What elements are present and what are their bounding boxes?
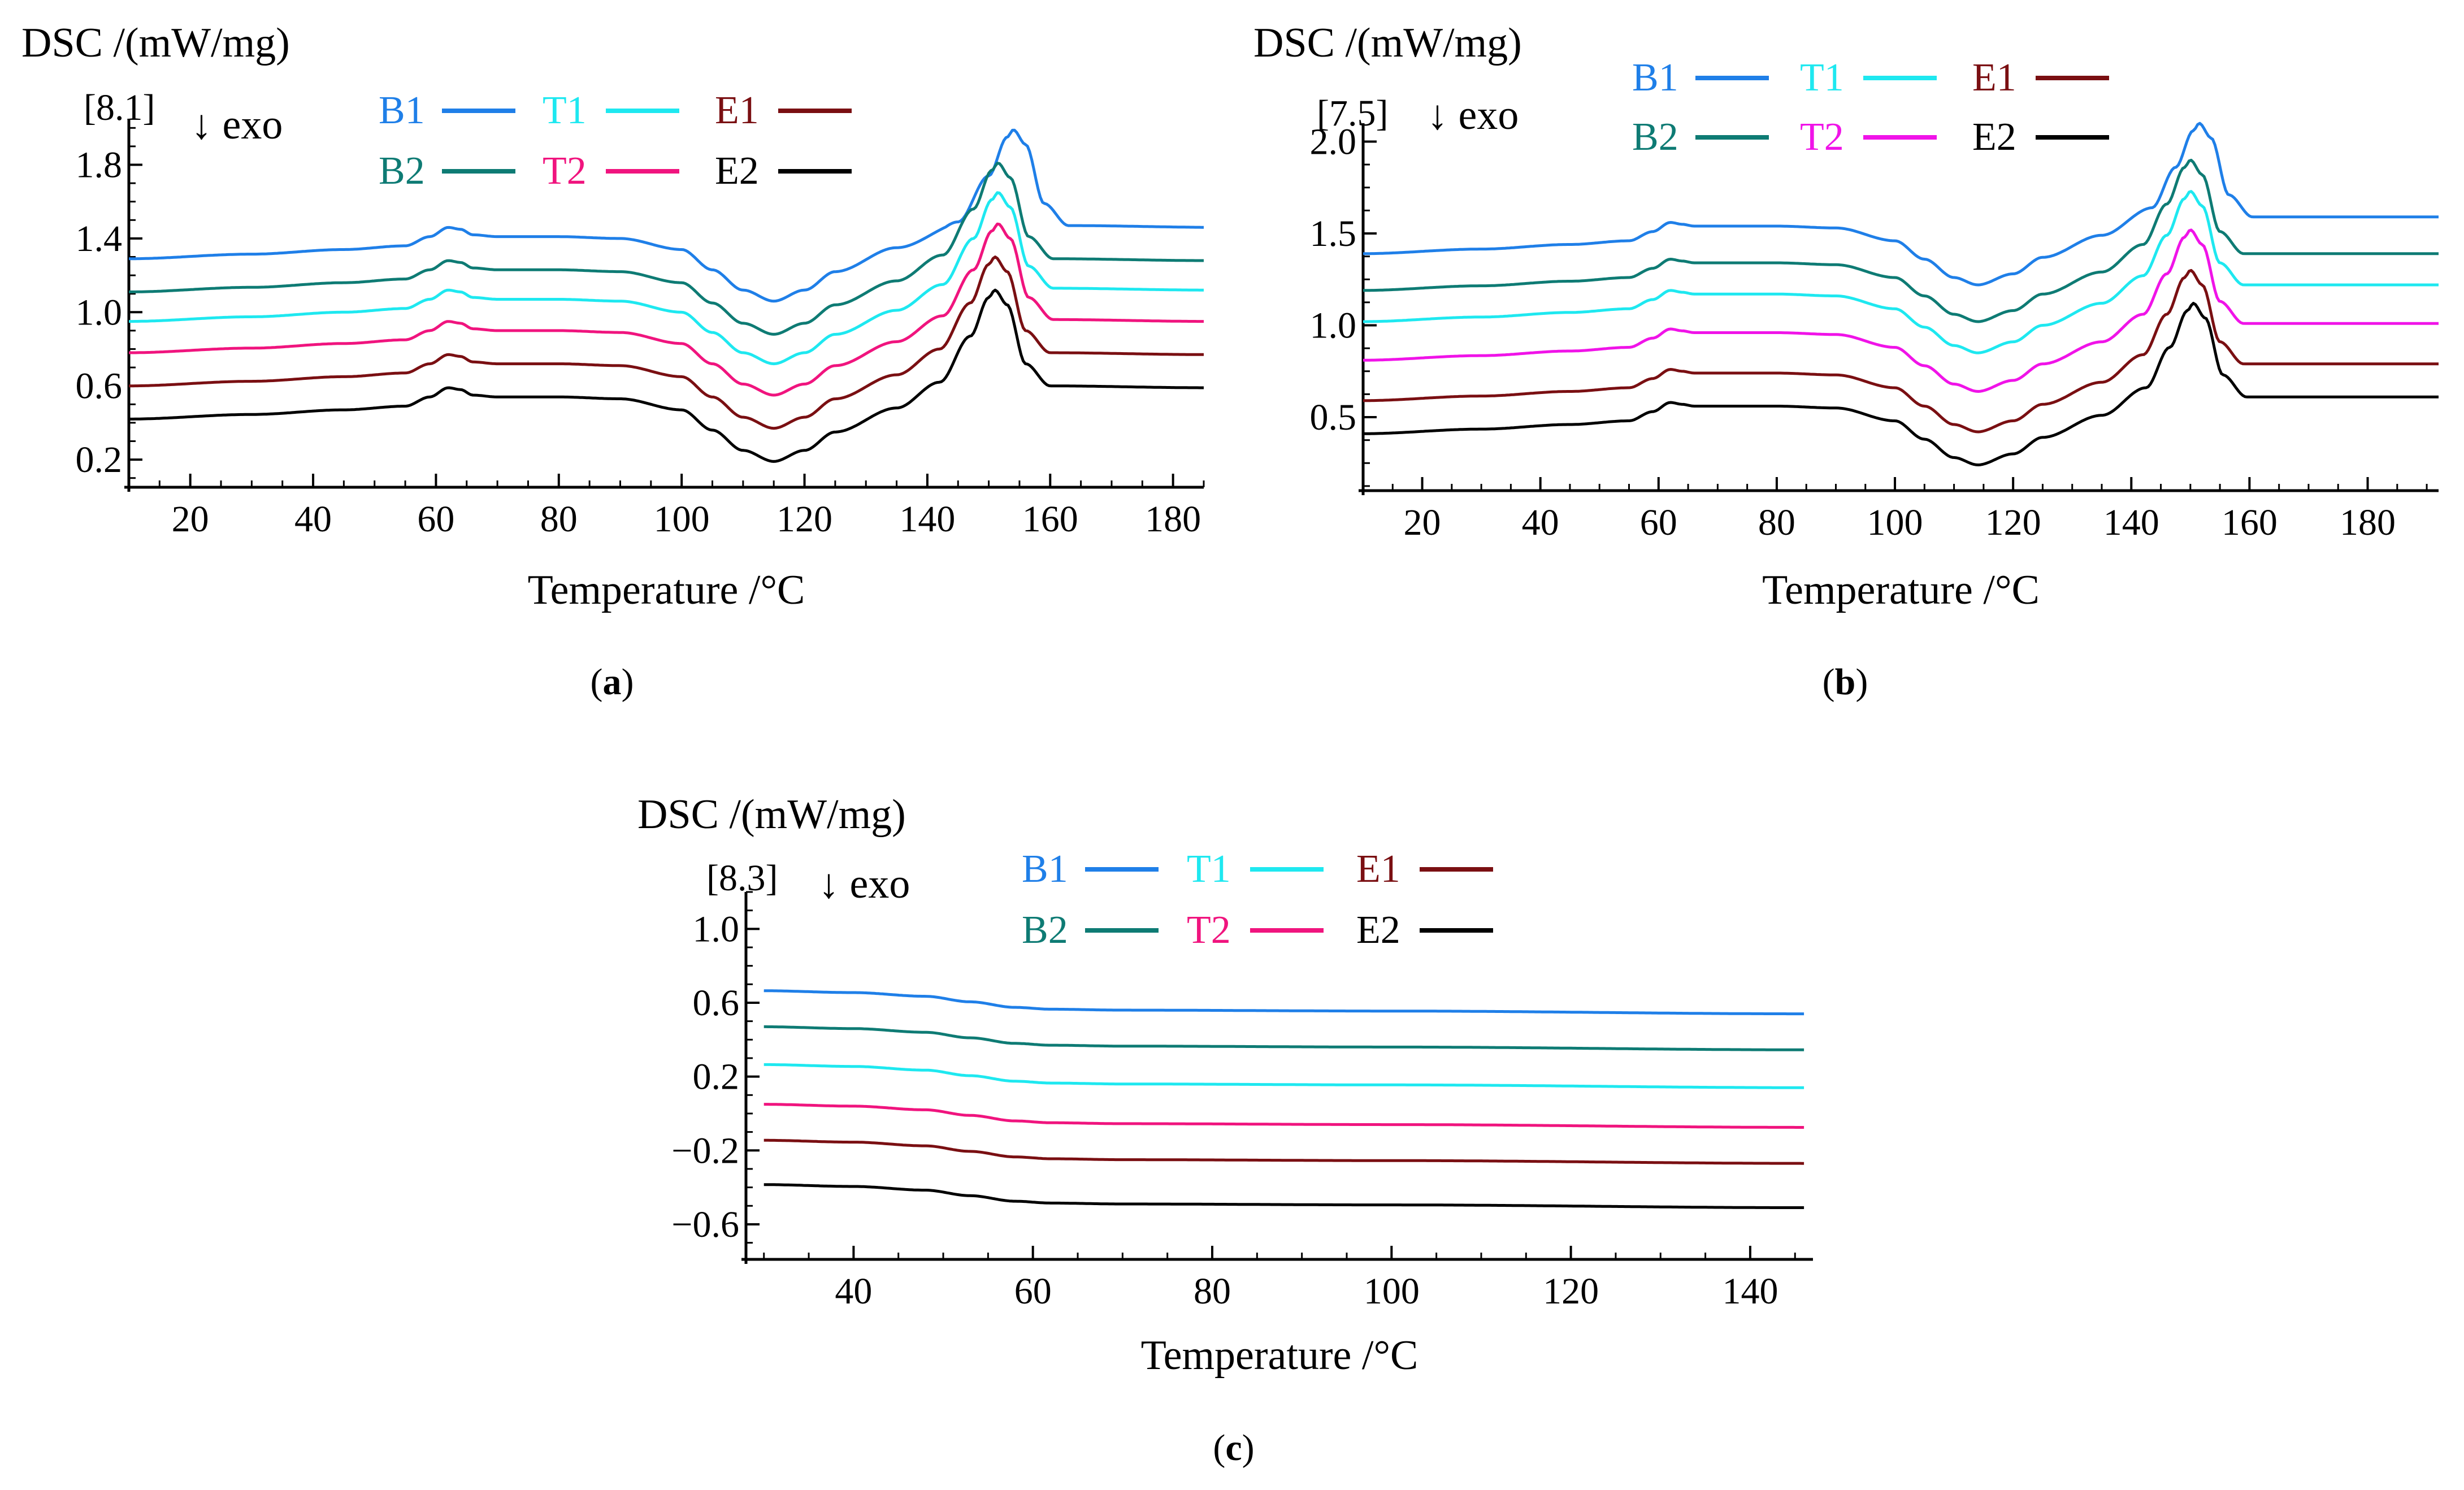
legend-label-t2: T2 xyxy=(1800,115,1844,159)
legend-label-e1: E1 xyxy=(715,89,759,132)
series-line-t1 xyxy=(1363,190,2439,354)
series-line-b2 xyxy=(764,1025,1804,1051)
y-tick-label: 2.0 xyxy=(1310,122,1357,163)
legend-label-e2: E2 xyxy=(715,149,759,193)
legend-label-b1: B1 xyxy=(1022,847,1068,891)
x-tick-label: 160 xyxy=(1022,499,1078,540)
x-tick-label: 100 xyxy=(654,499,710,540)
x-tick-label: 120 xyxy=(776,499,832,540)
y-tick-label: −0.6 xyxy=(671,1204,739,1245)
x-tick-label: 140 xyxy=(1722,1271,1778,1312)
y-tick-label: 0.2 xyxy=(76,439,123,480)
chart-panel-3: −0.6 −0.2 0.2 0.6 1.0 40 60 80 100 120 140 DSC /(mW… xyxy=(637,791,1813,1469)
series-line-b1 xyxy=(764,989,1804,1016)
legend-label-e1: E1 xyxy=(1356,847,1400,891)
series-line-t1 xyxy=(764,1063,1804,1089)
series-line-e2 xyxy=(764,1183,1804,1209)
x-tick-label: 20 xyxy=(1404,502,1441,543)
series-line-b2 xyxy=(1363,158,2439,323)
exo-direction-label: ↓ exo xyxy=(1427,92,1519,138)
x-axis-title: Temperature /°C xyxy=(1141,1332,1418,1379)
x-tick-label: 80 xyxy=(540,499,578,540)
y-tick-label: 0.6 xyxy=(693,982,740,1024)
legend-label-e2: E2 xyxy=(1356,908,1400,952)
chart-panel-1: 0.2 0.6 1.0 1.4 1.8 20 40 60 80 100 120 140 160 180 DS… xyxy=(21,20,1205,703)
series-line-t2 xyxy=(129,222,1204,397)
legend-label-e1: E1 xyxy=(1972,56,2016,99)
exo-direction-label: ↓ exo xyxy=(818,861,910,907)
series-line-t2 xyxy=(764,1103,1804,1129)
y-tick-label: 0.2 xyxy=(693,1056,740,1098)
y-tick-label: −0.2 xyxy=(671,1130,739,1171)
x-tick-label: 60 xyxy=(417,499,454,540)
offset-label: [8.3] xyxy=(706,857,778,899)
x-tick-label: 40 xyxy=(835,1271,872,1312)
x-tick-label: 80 xyxy=(1758,502,1795,543)
legend-label-t1: T1 xyxy=(1187,847,1231,891)
legend-label-b1: B1 xyxy=(1632,56,1678,99)
x-axis-title: Temperature /°C xyxy=(1762,567,2040,613)
legend-label-t2: T2 xyxy=(543,149,587,193)
x-tick-label: 140 xyxy=(899,499,955,540)
x-tick-label: 60 xyxy=(1014,1271,1052,1312)
y-tick-label: 1.0 xyxy=(693,908,740,950)
panel-label: (c) xyxy=(1213,1427,1254,1469)
series-line-e2 xyxy=(129,288,1204,463)
x-tick-label: 40 xyxy=(1522,502,1559,543)
offset-label: [8.1] xyxy=(84,87,155,128)
y-tick-label: 1.0 xyxy=(76,292,123,333)
y-tick-label: 0.6 xyxy=(76,366,123,407)
x-tick-label: 80 xyxy=(1194,1271,1231,1312)
x-tick-label: 140 xyxy=(2103,502,2159,543)
series-line-t1 xyxy=(129,191,1204,366)
x-tick-label: 40 xyxy=(294,499,332,540)
y-tick-label: 0.5 xyxy=(1310,397,1357,438)
legend-label-t1: T1 xyxy=(543,89,587,132)
series-line-b1 xyxy=(1363,122,2439,287)
x-tick-label: 100 xyxy=(1364,1271,1420,1312)
series-line-b1 xyxy=(129,128,1204,303)
exo-direction-label: ↓ exo xyxy=(191,102,283,148)
y-tick-label: 1.8 xyxy=(76,145,123,186)
series-line-e1 xyxy=(1363,268,2439,434)
x-tick-label: 180 xyxy=(1145,499,1201,540)
legend-label-t2: T2 xyxy=(1187,908,1231,952)
offset-label: [7.5] xyxy=(1317,93,1388,134)
legend-label-b2: B2 xyxy=(1632,115,1678,159)
x-tick-label: 100 xyxy=(1867,502,1923,543)
x-tick-label: 120 xyxy=(1985,502,2041,543)
legend-label-b1: B1 xyxy=(379,89,425,132)
x-tick-label: 60 xyxy=(1640,502,1677,543)
series-line-b2 xyxy=(129,162,1204,336)
x-tick-label: 180 xyxy=(2340,502,2396,543)
y-axis-title: DSC /(mW/mg) xyxy=(637,791,906,838)
legend-label-e2: E2 xyxy=(1972,115,2016,159)
y-tick-label: 1.4 xyxy=(76,218,123,259)
series-line-e1 xyxy=(129,255,1204,430)
legend-label-t1: T1 xyxy=(1800,56,1844,99)
legend-label-b2: B2 xyxy=(379,149,425,193)
panel-label: (b) xyxy=(1823,661,1868,703)
y-axis-title: DSC /(mW/mg) xyxy=(1253,20,1522,66)
series-line-t2 xyxy=(1363,228,2439,393)
y-axis-title: DSC /(mW/mg) xyxy=(21,20,290,66)
panel-label: (a) xyxy=(591,661,634,703)
x-tick-label: 160 xyxy=(2222,502,2278,543)
y-tick-label: 1.0 xyxy=(1310,305,1357,346)
series-line-e2 xyxy=(1363,302,2439,466)
series-line-e1 xyxy=(764,1138,1804,1165)
y-tick-label: 1.5 xyxy=(1310,213,1357,254)
chart-panel-2: 0.5 1.0 1.5 2.0 20 40 60 80 100 120 140 160 180 DSC /… xyxy=(1253,20,2439,703)
legend-label-b2: B2 xyxy=(1022,908,1068,952)
x-tick-label: 20 xyxy=(172,499,209,540)
x-axis-title: Temperature /°C xyxy=(528,567,805,613)
x-tick-label: 120 xyxy=(1543,1271,1599,1312)
